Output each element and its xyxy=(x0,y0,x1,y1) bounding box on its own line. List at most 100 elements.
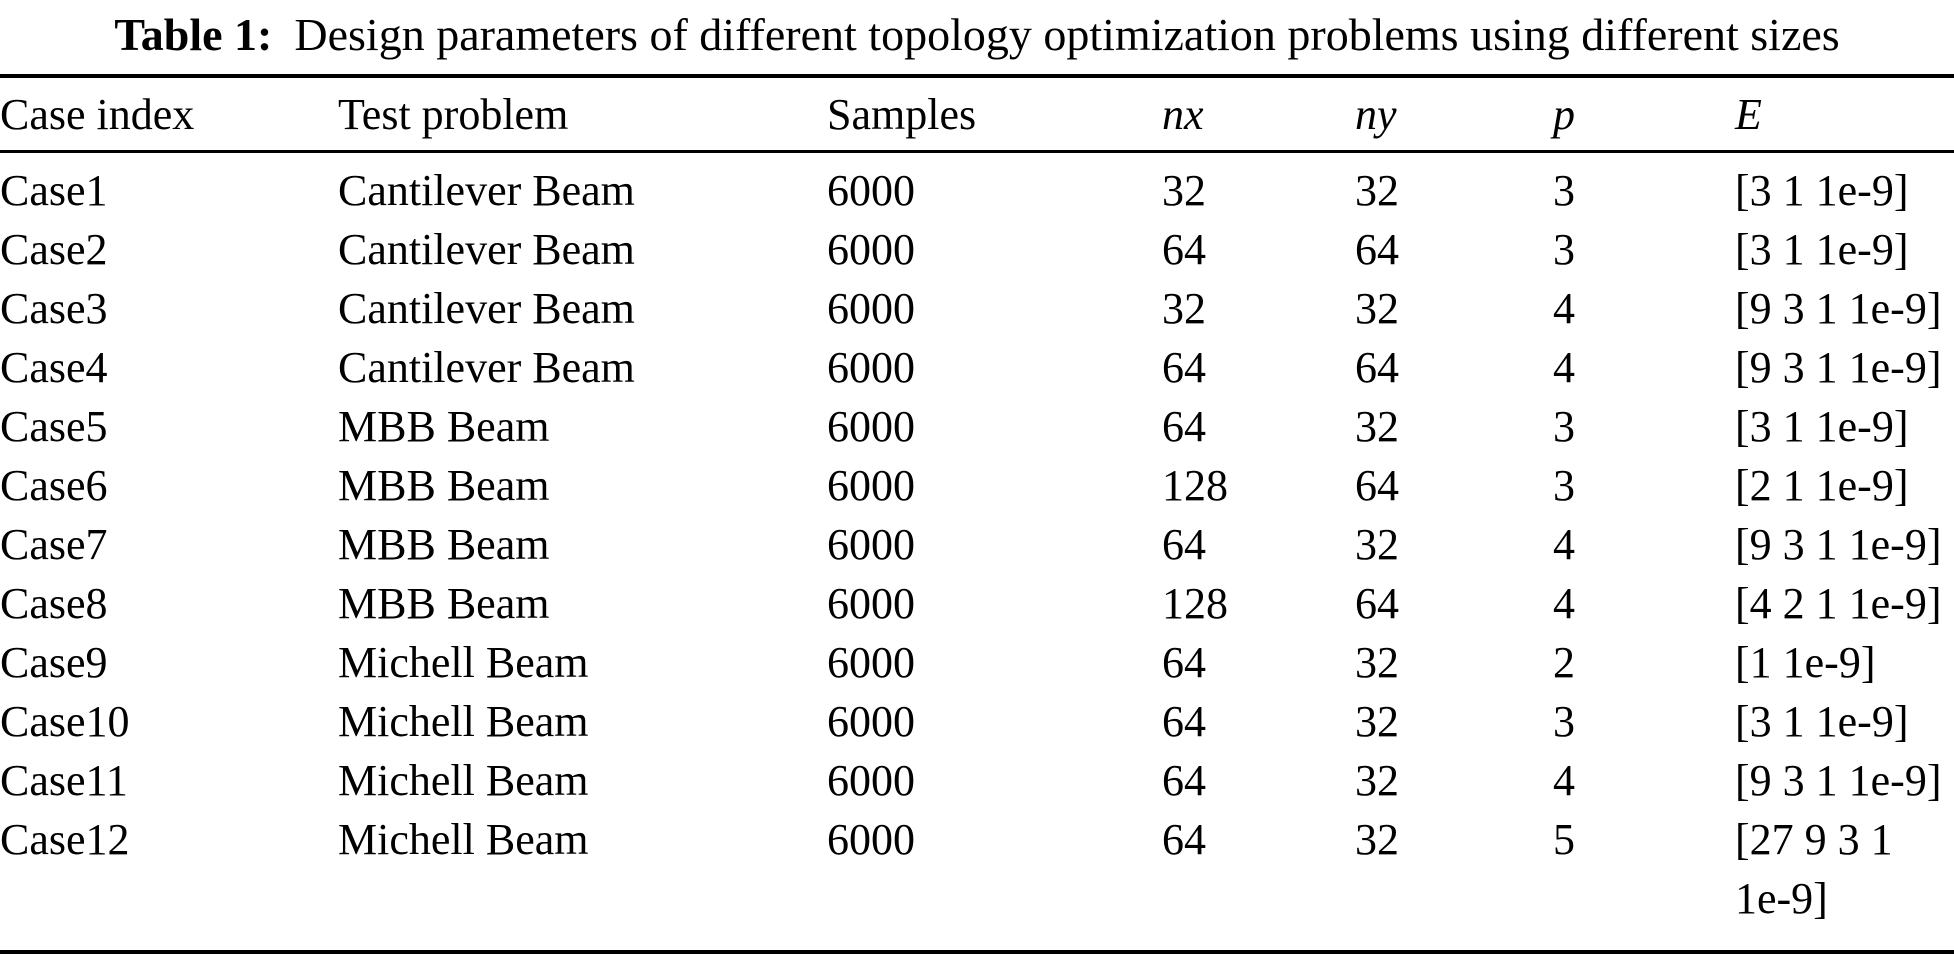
table-cell: 5 xyxy=(1553,815,1575,864)
table-cell: 64 xyxy=(1162,815,1206,864)
table-cell: 6000 xyxy=(827,225,915,274)
table-cell: 6000 xyxy=(827,284,915,333)
table-cell: [4 2 1 1e-9] xyxy=(1735,579,1942,628)
table-cell: Case2 xyxy=(0,225,108,274)
table-cell: 6000 xyxy=(827,402,915,451)
table-cell: 32 xyxy=(1355,638,1399,687)
table-cell: Cantilever Beam xyxy=(338,284,635,333)
table-cell: 32 xyxy=(1355,284,1399,333)
table-cell: [3 1 1e-9] xyxy=(1735,166,1909,215)
table-cell: Case7 xyxy=(0,520,108,569)
table-cell: 4 xyxy=(1553,520,1575,569)
table-cell: 4 xyxy=(1553,343,1575,392)
table-cell: 4 xyxy=(1553,284,1575,333)
table-cell: 3 xyxy=(1553,166,1575,215)
table-cell: [9 3 1 1e-9] xyxy=(1735,284,1942,333)
table-row: Case12 Michell Beam 6000 64 32 5 [27 9 3 1 1e-… xyxy=(0,810,1954,953)
table-cell: 64 xyxy=(1355,343,1399,392)
table-cell: MBB Beam xyxy=(338,461,550,510)
table-caption: Table 1: Design parameters of different … xyxy=(0,0,1954,74)
table-cell: 64 xyxy=(1162,402,1206,451)
header-cell: ny xyxy=(1355,76,1553,153)
table-cell: Michell Beam xyxy=(338,697,589,746)
table-cell: 64 xyxy=(1355,461,1399,510)
table-cell: Case6 xyxy=(0,461,108,510)
table-cell: 3 xyxy=(1553,225,1575,274)
table-cell: 64 xyxy=(1355,579,1399,628)
table-cell: Case3 xyxy=(0,284,108,333)
table-cell: 6000 xyxy=(827,697,915,746)
table-cell: MBB Beam xyxy=(338,520,550,569)
table-cell: Case9 xyxy=(0,638,108,687)
table-cell: Case12 xyxy=(0,815,130,864)
table-cell: 32 xyxy=(1162,284,1206,333)
table-cell: MBB Beam xyxy=(338,579,550,628)
design-parameters-table: Case index Test problem Samples nx ny p E Case… xyxy=(0,74,1954,954)
table-cell: Case8 xyxy=(0,579,108,628)
table-cell: 6000 xyxy=(827,343,915,392)
table-cell: 128 xyxy=(1162,579,1228,628)
table-cell: 128 xyxy=(1162,461,1228,510)
table-cell: Case4 xyxy=(0,343,108,392)
header-cell: Case index xyxy=(0,76,338,153)
table-cell: [9 3 1 1e-9] xyxy=(1735,343,1942,392)
table-row: Case11 Michell Beam 6000 64 32 4 [9 3 1 1e-9] xyxy=(0,751,1954,810)
table-cell: 32 xyxy=(1355,815,1399,864)
table-cell: 64 xyxy=(1355,225,1399,274)
table-row: Case5 MBB Beam 6000 64 32 3 [3 1 1e-9] xyxy=(0,397,1954,456)
table-cell: Case11 xyxy=(0,756,128,805)
header-cell: Test problem xyxy=(338,76,827,153)
table-cell: 6000 xyxy=(827,756,915,805)
table-cell: Michell Beam xyxy=(338,638,589,687)
table-cell: 6000 xyxy=(827,815,915,864)
table-cell: 6000 xyxy=(827,638,915,687)
table-cell: 32 xyxy=(1355,756,1399,805)
table-cell: 3 xyxy=(1553,697,1575,746)
table-cell: [2 1 1e-9] xyxy=(1735,461,1909,510)
table-cell: 4 xyxy=(1553,579,1575,628)
table-cell: 4 xyxy=(1553,756,1575,805)
table-cell: Michell Beam xyxy=(338,815,589,864)
table-cell: Michell Beam xyxy=(338,756,589,805)
table-row: Case1 Cantilever Beam 6000 32 32 3 [3 1 1e-9] xyxy=(0,152,1954,221)
header-cell: E xyxy=(1735,76,1954,153)
table-cell: 6000 xyxy=(827,166,915,215)
table-cell: 2 xyxy=(1553,638,1575,687)
table-cell: 64 xyxy=(1162,520,1206,569)
table-cell: 6000 xyxy=(827,520,915,569)
table-cell: Case1 xyxy=(0,166,108,215)
table-row: Case4 Cantilever Beam 6000 64 64 4 [9 3 1 1e-9… xyxy=(0,338,1954,397)
table-cell: [9 3 1 1e-9] xyxy=(1735,756,1942,805)
table-row: Case7 MBB Beam 6000 64 32 4 [9 3 1 1e-9] xyxy=(0,515,1954,574)
table-cell: 32 xyxy=(1355,166,1399,215)
table-cell: 3 xyxy=(1553,402,1575,451)
table-cell: 32 xyxy=(1355,697,1399,746)
table-row: Case6 MBB Beam 6000 128 64 3 [2 1 1e-9] xyxy=(0,456,1954,515)
table-cell: 3 xyxy=(1553,461,1575,510)
table-cell: 64 xyxy=(1162,225,1206,274)
header-cell: Samples xyxy=(827,76,1162,153)
table-body: Case1 Cantilever Beam 6000 32 32 3 [3 1 1e-9] C… xyxy=(0,152,1954,953)
table-cell: 6000 xyxy=(827,579,915,628)
table-cell: [9 3 1 1e-9] xyxy=(1735,520,1942,569)
table-caption-label: Table 1: xyxy=(114,9,273,60)
table-cell: [1 1e-9] xyxy=(1735,638,1876,687)
table-row: Case3 Cantilever Beam 6000 32 32 4 [9 3 1 1e-9… xyxy=(0,279,1954,338)
table-row: Case9 Michell Beam 6000 64 32 2 [1 1e-9] xyxy=(0,633,1954,692)
table-header: Case index Test problem Samples nx ny p E xyxy=(0,76,1954,153)
table-cell: Cantilever Beam xyxy=(338,343,635,392)
table-cell: 32 xyxy=(1355,402,1399,451)
header-cell: nx xyxy=(1162,76,1355,153)
table-cell: MBB Beam xyxy=(338,402,550,451)
table-cell: [27 9 3 1 1e-9] xyxy=(1735,815,1893,923)
table-row: Case10 Michell Beam 6000 64 32 3 [3 1 1e-9] xyxy=(0,692,1954,751)
table-cell: 64 xyxy=(1162,697,1206,746)
table-row: Case2 Cantilever Beam 6000 64 64 3 [3 1 1e-9] xyxy=(0,220,1954,279)
table-cell: Cantilever Beam xyxy=(338,166,635,215)
header-cell: p xyxy=(1553,76,1735,153)
table-cell: [3 1 1e-9] xyxy=(1735,225,1909,274)
table-cell: Cantilever Beam xyxy=(338,225,635,274)
table-row: Case8 MBB Beam 6000 128 64 4 [4 2 1 1e-9] xyxy=(0,574,1954,633)
table-cell: 6000 xyxy=(827,461,915,510)
